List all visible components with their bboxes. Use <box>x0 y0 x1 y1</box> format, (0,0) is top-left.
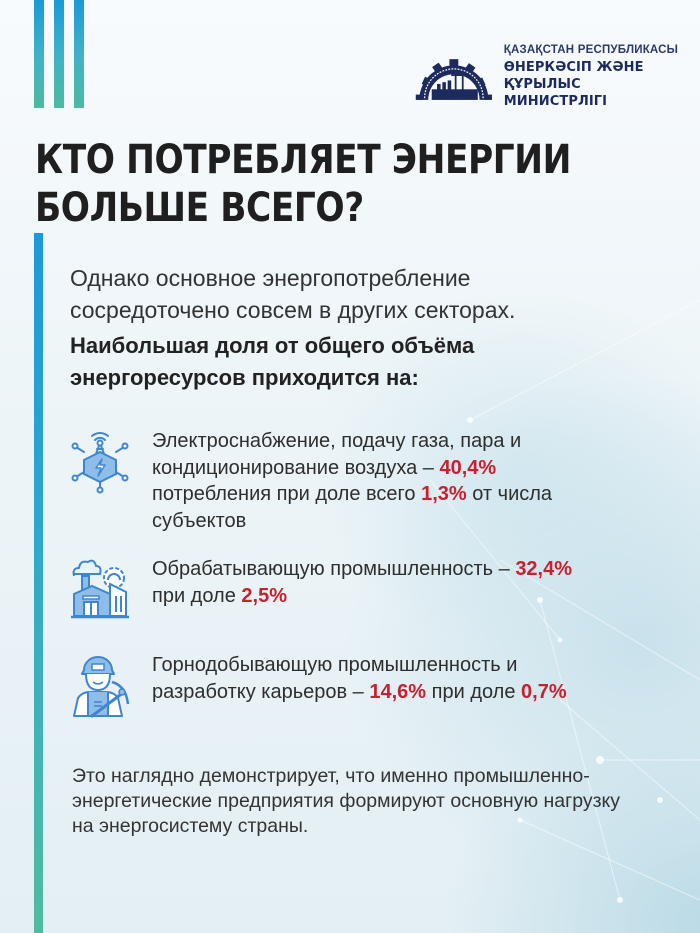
decorative-top-bars <box>34 0 84 108</box>
item-text: Электроснабжение, подачу газа, пара и ко… <box>152 430 522 479</box>
entity-share: 2,5% <box>241 584 287 607</box>
entity-share: 0,7% <box>521 680 567 703</box>
intro-bold-line-1: Наибольшая доля от общего объёма <box>70 333 475 358</box>
accent-bar <box>34 233 43 933</box>
logo-ministry-name: ӨНЕРКӘСІП ЖӘНЕ ҚҰРЫЛЫС <box>503 60 644 92</box>
energy-consumption-share: 32,4% <box>515 558 573 580</box>
decorative-bar <box>54 0 64 108</box>
intro-text: Однако основное энергопотребление сосред… <box>70 262 670 326</box>
manufacturing-text: Обрабатывающую промышленность – 32,4% пр… <box>152 556 602 609</box>
intro-line-2: сосредоточено совсем в других секторах. <box>70 297 516 323</box>
energy-supply-text: Электроснабжение, подачу газа, пара и ко… <box>152 428 602 534</box>
decorative-bar <box>74 0 84 108</box>
miner-icon <box>73 656 130 718</box>
mining-text: Горнодобывающую промышленность и разрабо… <box>152 652 602 705</box>
intro-line-1: Однако основное энергопотребление <box>70 265 471 291</box>
title-line-2: БОЛЬШЕ ВСЕГО? <box>35 185 364 231</box>
list-item-manufacturing: Обрабатывающую промышленность – 32,4% пр… <box>70 556 602 622</box>
item-text: от числа субъектов <box>152 483 553 532</box>
energy-consumption-share: 14,6% <box>369 680 427 703</box>
conclusion-text: Это наглядно демонстрирует, что именно п… <box>72 765 621 837</box>
energy-network-icon <box>71 432 129 494</box>
item-text: Обрабатывающую промышленность – <box>152 558 516 580</box>
list-item-mining: Горнодобывающую промышленность и разрабо… <box>70 652 602 718</box>
energy-consumption-share: 40,4% <box>439 456 497 479</box>
intro-bold-text: Наибольшая доля от общего объёма энергор… <box>70 330 670 394</box>
logo-ministry-suffix: МИНИСТРЛІГІ <box>503 94 608 109</box>
entity-share: 1,3% <box>421 483 467 505</box>
page-title: КТО ПОТРЕБЛЯЕТ ЭНЕРГИИ БОЛЬШЕ ВСЕГО? <box>35 136 571 232</box>
factory-icon <box>71 559 129 619</box>
decorative-bar <box>34 0 44 108</box>
item-text: Горнодобывающую промышленность и разрабо… <box>152 654 518 703</box>
intro-bold-line-2: энергоресурсов приходится на: <box>70 365 419 390</box>
intro-block: Однако основное энергопотребление сосред… <box>70 262 670 394</box>
list-item-energy-supply: Электроснабжение, подачу газа, пара и ко… <box>70 428 602 534</box>
item-text: при доле <box>426 680 522 703</box>
gear-factory-emblem-icon <box>415 59 492 100</box>
item-text: потребления при доле всего <box>152 483 422 505</box>
logo-country: ҚАЗАҚСТАН РЕСПУБЛИКАСЫ <box>503 44 679 56</box>
item-text: при доле <box>152 584 242 607</box>
title-line-1: КТО ПОТРЕБЛЯЕТ ЭНЕРГИИ <box>35 137 572 183</box>
ministry-logo: ҚАЗАҚСТАН РЕСПУБЛИКАСЫ ӨНЕРКӘСІП ЖӘНЕ ҚҰ… <box>414 42 700 110</box>
